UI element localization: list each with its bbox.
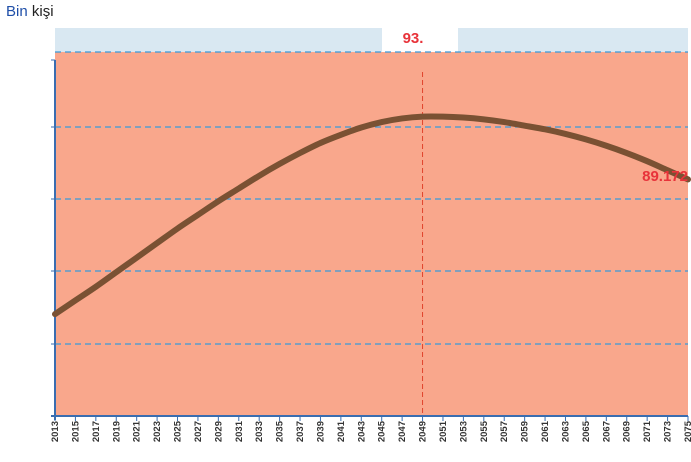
unit-label-bin: Bin xyxy=(6,3,28,20)
x-tick-label: 2065 xyxy=(581,420,592,442)
x-tick-label: 2059 xyxy=(520,421,531,442)
x-tick-label: 2021 xyxy=(132,420,143,442)
x-tick-label: 2023 xyxy=(152,421,163,442)
x-tick-label: 2037 xyxy=(295,421,306,442)
x-tick-label: 2013 xyxy=(50,421,61,442)
peak-value-label: 93. xyxy=(403,30,424,47)
x-tick-label: 2055 xyxy=(479,420,490,442)
x-tick-label: 2029 xyxy=(213,421,224,442)
x-tick-label: 2041 xyxy=(336,420,347,442)
unit-label-kisi: kişi xyxy=(27,3,54,20)
x-tick-label: 2051 xyxy=(438,420,449,442)
x-tick-label: 2025 xyxy=(173,420,184,442)
x-tick-label: 2031 xyxy=(234,420,245,442)
x-tick-label: 2047 xyxy=(397,421,408,442)
x-tick-label: 2073 xyxy=(663,421,674,442)
x-tick-label: 2015 xyxy=(70,420,81,442)
x-tick-label: 2061 xyxy=(540,420,551,442)
x-tick-label: 2043 xyxy=(356,421,367,442)
x-tick-label: 2057 xyxy=(499,421,510,442)
x-tick-label: 2039 xyxy=(315,421,326,442)
x-tick-label: 2071 xyxy=(642,420,653,442)
header-band xyxy=(55,28,688,52)
plot-background xyxy=(55,52,688,416)
x-tick-label: 2069 xyxy=(622,421,633,442)
x-tick-label: 2045 xyxy=(377,420,388,442)
x-tick-label: 2019 xyxy=(111,421,122,442)
x-tick-label: 2035 xyxy=(275,420,286,442)
x-tick-label: 2063 xyxy=(560,421,571,442)
x-tick-label: 2027 xyxy=(193,421,204,442)
y-axis-unit-label: Bin kişi xyxy=(6,3,54,20)
peak-label-background xyxy=(382,28,458,52)
x-tick-label: 2053 xyxy=(458,421,469,442)
x-tick-label: 2017 xyxy=(91,421,102,442)
x-tick-label: 2033 xyxy=(254,421,265,442)
x-tick-label: 2067 xyxy=(601,421,612,442)
end-value-label: 89.172 xyxy=(642,168,688,185)
x-tick-label: 2075 xyxy=(683,420,691,442)
population-series-line xyxy=(52,113,691,318)
x-tick-label: 2049 xyxy=(418,421,429,442)
